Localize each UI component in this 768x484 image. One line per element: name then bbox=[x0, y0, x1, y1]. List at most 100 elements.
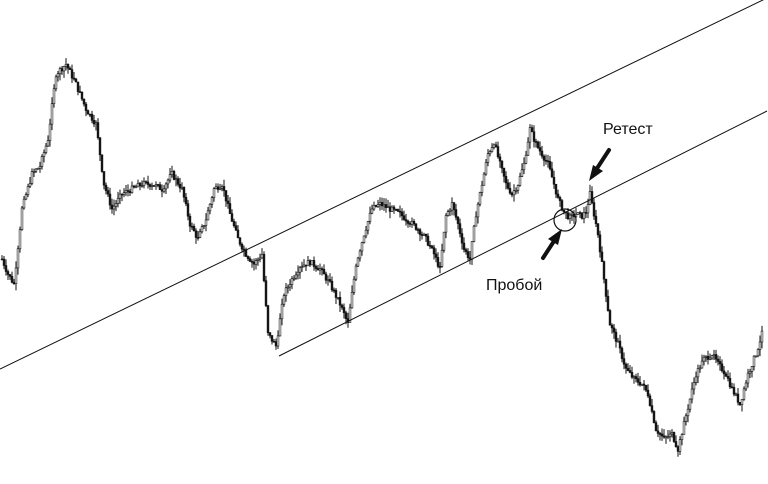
candle-body bbox=[388, 206, 392, 212]
candle-body bbox=[304, 264, 308, 267]
candle-body bbox=[396, 209, 400, 212]
candle-body bbox=[52, 88, 56, 104]
candle-body bbox=[236, 229, 240, 239]
candle-body bbox=[50, 103, 54, 125]
candle-body bbox=[450, 202, 454, 211]
candle-body bbox=[654, 422, 658, 432]
candle-body bbox=[364, 229, 368, 237]
candle-body bbox=[440, 249, 444, 267]
candle-body bbox=[262, 253, 266, 281]
candle-body bbox=[732, 387, 736, 395]
candle-body bbox=[278, 318, 282, 337]
candle-body bbox=[4, 265, 8, 272]
candle-body bbox=[456, 217, 460, 224]
candle-body bbox=[312, 260, 316, 267]
candle-body bbox=[458, 223, 462, 234]
candle-body bbox=[212, 188, 216, 198]
candle-body bbox=[376, 204, 380, 207]
candle-body bbox=[72, 77, 76, 80]
candle-body bbox=[54, 76, 58, 90]
candle-body bbox=[482, 173, 486, 186]
candle-body bbox=[718, 361, 722, 365]
trendlines-layer bbox=[0, 0, 768, 370]
candle-body bbox=[10, 276, 14, 283]
candle-body bbox=[478, 192, 482, 205]
candle-body bbox=[438, 266, 442, 268]
candle-body bbox=[670, 432, 674, 435]
candle-body bbox=[296, 271, 300, 276]
candle-body bbox=[172, 171, 176, 180]
candle-body bbox=[460, 233, 464, 244]
candle-body bbox=[184, 196, 188, 205]
candle-body bbox=[712, 354, 716, 356]
candle-body bbox=[722, 370, 726, 375]
candle-body bbox=[562, 209, 566, 213]
candle-body bbox=[560, 200, 564, 211]
candle-body bbox=[218, 187, 222, 190]
candle-body bbox=[314, 266, 318, 269]
candle-body bbox=[422, 233, 426, 236]
candle-body bbox=[428, 245, 432, 247]
candle-body bbox=[158, 184, 162, 190]
candle-body bbox=[220, 186, 224, 189]
candle-body bbox=[204, 219, 208, 226]
candle-body bbox=[8, 274, 12, 277]
candle-body bbox=[114, 203, 118, 207]
candle-body bbox=[604, 278, 608, 297]
candle-body bbox=[590, 191, 594, 203]
candle-body bbox=[692, 382, 696, 390]
candle-body bbox=[308, 260, 312, 266]
candle-body bbox=[362, 235, 366, 243]
candle-body bbox=[174, 178, 178, 180]
candle-body bbox=[6, 271, 10, 275]
candle-body bbox=[258, 257, 262, 260]
candle-body bbox=[292, 277, 296, 280]
candle-body bbox=[26, 186, 30, 196]
candle-body bbox=[524, 154, 528, 164]
candle-body bbox=[550, 168, 554, 178]
candle-body bbox=[320, 268, 324, 270]
candle-body bbox=[618, 340, 622, 349]
candle-body bbox=[588, 191, 592, 205]
candle-body bbox=[620, 347, 624, 359]
candle-body bbox=[84, 103, 88, 111]
candle-body bbox=[452, 202, 456, 210]
candle-body bbox=[324, 273, 328, 281]
candle-body bbox=[358, 250, 362, 259]
candle-body bbox=[328, 279, 332, 282]
breakout-arrow bbox=[541, 229, 562, 260]
candle-body bbox=[290, 278, 294, 286]
candle-body bbox=[76, 81, 80, 92]
candle-body bbox=[416, 229, 420, 231]
candle-body bbox=[418, 229, 422, 235]
candle-body bbox=[156, 184, 160, 186]
candle-body bbox=[206, 210, 210, 221]
candle-body bbox=[652, 411, 656, 423]
candle-body bbox=[730, 386, 734, 389]
candle-body bbox=[274, 341, 278, 347]
candle-body bbox=[20, 207, 24, 230]
candle-body bbox=[500, 160, 504, 169]
candle-body bbox=[614, 331, 618, 342]
candle-body bbox=[210, 197, 214, 205]
channel-lower-line bbox=[278, 110, 768, 357]
candle-body bbox=[578, 212, 582, 214]
candle-body bbox=[322, 269, 326, 275]
candle-body bbox=[352, 278, 356, 293]
candle-body bbox=[264, 280, 268, 306]
candle-body bbox=[24, 194, 28, 200]
candle-body bbox=[310, 260, 314, 266]
candle-body bbox=[192, 225, 196, 232]
candle-body bbox=[584, 212, 588, 214]
candle-body bbox=[136, 182, 140, 188]
candle-body bbox=[256, 258, 260, 261]
candle-body bbox=[238, 237, 242, 245]
candle-body bbox=[152, 185, 156, 187]
candle-body bbox=[666, 436, 670, 438]
candle-body bbox=[542, 155, 546, 161]
candle-body bbox=[622, 358, 626, 365]
candle-body bbox=[700, 360, 704, 369]
candle-body bbox=[326, 279, 330, 281]
candle-body bbox=[528, 127, 532, 143]
